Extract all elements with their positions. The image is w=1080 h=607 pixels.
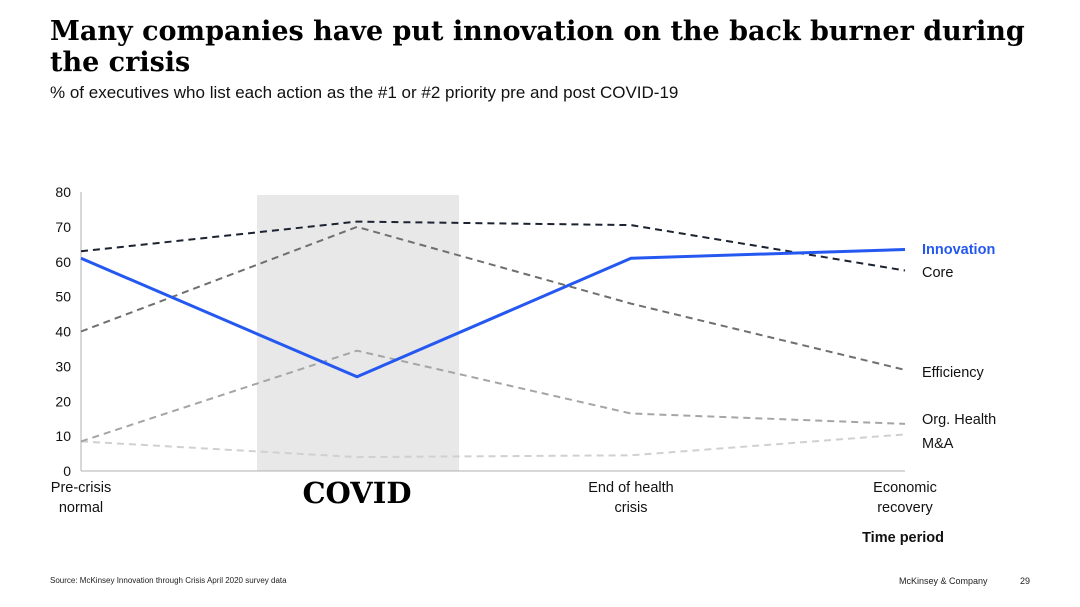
- brand-name: McKinsey & Company: [899, 576, 988, 586]
- series-label-innovation: Innovation: [922, 242, 995, 258]
- series-line-m-a: [80, 433, 906, 459]
- y-tick-label: 30: [55, 358, 71, 374]
- y-tick-label: 10: [55, 428, 71, 444]
- series-label-org-health: Org. Health: [922, 412, 996, 428]
- source-note: Source: McKinsey Innovation through Cris…: [50, 576, 287, 585]
- series-line-innovation: [80, 248, 906, 379]
- y-tick-label: 0: [63, 463, 71, 479]
- x-axis-title: Time period: [862, 530, 944, 546]
- y-tick-label: 70: [55, 219, 71, 235]
- series-line-core: [80, 220, 906, 272]
- slide-subtitle: % of executives who list each action as …: [50, 83, 679, 102]
- y-tick-label: 80: [55, 184, 71, 200]
- y-tick-label: 40: [55, 324, 71, 340]
- series-label-m-a: M&A: [922, 436, 954, 452]
- series-line-org-health: [80, 349, 906, 443]
- series-label-core: Core: [922, 265, 953, 281]
- y-tick-label: 50: [55, 289, 71, 305]
- x-tick-label: Economic: [873, 480, 937, 496]
- y-tick-label: 20: [55, 393, 71, 409]
- x-tick-label: End of health: [588, 480, 673, 496]
- x-tick-label: Pre-crisis: [51, 480, 111, 496]
- series-line-efficiency: [80, 225, 906, 371]
- x-tick-label: crisis: [614, 500, 647, 516]
- x-tick-label: recovery: [877, 500, 933, 516]
- covid-highlight-band: [257, 195, 459, 471]
- x-tick-label: normal: [59, 500, 103, 516]
- page-number: 29: [1020, 576, 1031, 586]
- x-tick-label: COVID: [302, 476, 411, 510]
- series-label-efficiency: Efficiency: [922, 365, 985, 381]
- y-tick-label: 60: [55, 254, 71, 270]
- slide-title: Many companies have put innovation on th…: [50, 16, 1025, 78]
